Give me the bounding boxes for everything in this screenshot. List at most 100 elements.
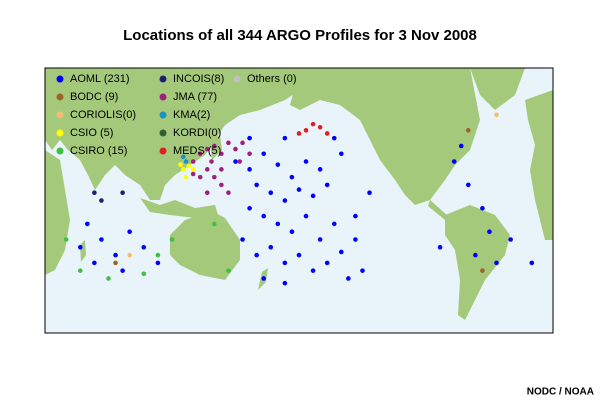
profile-dot <box>494 260 499 266</box>
legend-swatch <box>56 93 64 101</box>
profile-dot <box>219 151 224 157</box>
profile-dot <box>190 171 196 177</box>
profile-dot <box>204 146 210 152</box>
profile-dot <box>183 159 189 164</box>
legend-label: KMA(2) <box>173 109 210 121</box>
profile-dot <box>494 112 499 118</box>
profile-dot <box>254 182 259 188</box>
profile-dot <box>190 167 196 172</box>
profile-dot <box>296 252 302 258</box>
profile-dot <box>237 159 243 164</box>
profile-dot <box>92 190 97 196</box>
profile-dot <box>458 143 464 149</box>
profile-dot <box>275 221 281 227</box>
profile-dot <box>339 249 344 255</box>
profile-dot <box>508 237 513 242</box>
profile-dot <box>183 174 189 180</box>
legend-label: CSIRO (15) <box>70 145 127 157</box>
profile-dot <box>180 154 186 160</box>
legend-swatch <box>159 93 167 101</box>
profile-dot <box>303 159 309 164</box>
profile-dot <box>240 237 245 242</box>
profile-dot <box>289 174 295 180</box>
profile-dot <box>268 244 274 250</box>
profile-dot <box>63 237 69 242</box>
profile-dot <box>529 260 535 266</box>
legend-label: KORDI(0) <box>173 127 221 139</box>
legend-label: AOML (231) <box>70 73 130 85</box>
profile-dot <box>247 206 252 211</box>
profile-dot <box>197 174 203 180</box>
legend-label: CORIOLIS(0) <box>70 109 136 121</box>
profile-dot <box>186 163 192 169</box>
profile-dot <box>209 159 214 164</box>
profile-dot <box>310 193 316 199</box>
map-frame <box>44 67 554 334</box>
profile-dot <box>204 167 210 172</box>
profile-dot <box>324 260 330 266</box>
land <box>45 68 553 320</box>
profile-dot <box>353 237 358 242</box>
profile-dot <box>212 174 217 180</box>
profile-dot <box>127 252 132 258</box>
profile-dot <box>324 182 330 188</box>
profile-dot <box>261 213 267 219</box>
profile-dot <box>233 159 238 164</box>
legend-label: CSIO (5) <box>70 127 113 139</box>
profile-dot <box>120 190 125 196</box>
profile-dot <box>169 237 175 242</box>
profile-dot <box>303 213 309 219</box>
profile-dot <box>233 146 238 152</box>
legend-swatch <box>159 111 167 119</box>
profile-dot <box>99 237 104 242</box>
legend-swatch <box>159 147 167 155</box>
profile-dot <box>268 190 274 196</box>
profile-dot <box>466 128 471 133</box>
profile-dot <box>141 271 147 277</box>
profile-dot <box>155 260 161 266</box>
profile-dot <box>92 260 97 266</box>
profile-dot <box>77 268 83 273</box>
profile-dot <box>180 167 186 172</box>
profile-dot <box>473 252 478 258</box>
map-title: Locations of all 344 ARGO Profiles for 3… <box>123 27 477 44</box>
profile-dot <box>317 237 323 242</box>
profile-dot <box>261 276 267 281</box>
profile-dot <box>127 229 132 234</box>
profile-dot <box>219 182 224 188</box>
profile-dot <box>310 121 316 127</box>
profile-dot <box>212 143 217 149</box>
profile-dot <box>480 206 485 211</box>
profile-dot <box>282 280 288 286</box>
profile-dot <box>226 140 231 146</box>
profile-dot <box>303 128 309 133</box>
profile-dot <box>317 167 323 172</box>
profile-dot <box>289 229 295 234</box>
profile-dot <box>346 276 351 281</box>
profile-dot <box>197 151 203 157</box>
profile-dot <box>451 159 457 164</box>
profile-dot <box>282 260 288 266</box>
profile-dot <box>226 190 231 196</box>
profile-dot <box>466 182 471 188</box>
legend-swatch <box>56 147 64 155</box>
profile-dot <box>247 167 252 172</box>
profile-dot <box>212 221 217 227</box>
profile-dot <box>219 167 224 172</box>
profile-dot <box>155 252 161 258</box>
profile-dot <box>296 131 302 136</box>
profile-dot <box>247 151 252 157</box>
legend-label: BODC (9) <box>70 91 118 103</box>
profile-dot <box>106 276 111 281</box>
profile-dot <box>331 221 337 227</box>
profile-dot <box>120 268 125 273</box>
profile-dot <box>247 135 252 141</box>
profile-dot <box>353 213 358 219</box>
profile-dot <box>367 190 372 196</box>
legend-label: MEDS (5) <box>173 145 221 157</box>
legend-label: Others (0) <box>247 73 297 85</box>
legend-swatch <box>56 111 64 119</box>
legend-label: INCOIS(8) <box>173 73 224 85</box>
profile-dot <box>254 252 259 258</box>
